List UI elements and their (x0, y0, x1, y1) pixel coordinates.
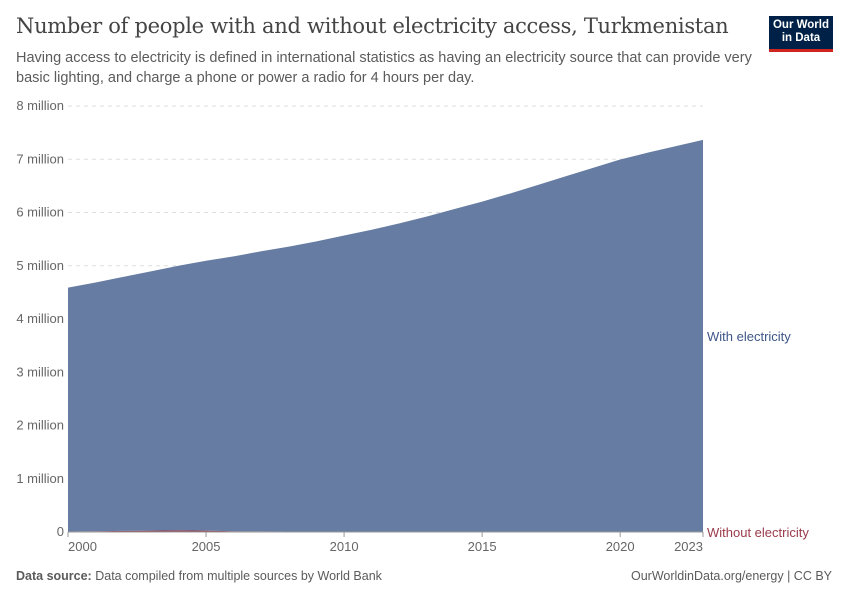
legend-label-without-electricity: Without electricity (707, 525, 809, 540)
chart-subtitle: Having access to electricity is defined … (16, 50, 752, 86)
logo-line-2: in Data (781, 32, 821, 44)
y-tick-label: 1 million (16, 471, 64, 486)
y-tick-label: 7 million (16, 151, 64, 166)
y-tick-label: 8 million (16, 98, 64, 113)
y-tick-label: 2 million (16, 418, 64, 433)
x-tick-label: 2023 (674, 539, 703, 554)
y-tick-label: 0 (57, 524, 64, 539)
x-tick-label: 2005 (192, 539, 221, 554)
y-tick-label: 4 million (16, 311, 64, 326)
x-tick-label: 2015 (468, 539, 497, 554)
chart-title: Number of people with and without electr… (16, 14, 729, 38)
x-tick-label: 2000 (68, 539, 97, 554)
data-source: Data source: Data compiled from multiple… (16, 569, 382, 583)
credit-link[interactable]: OurWorldinData.org/energy | CC BY (630, 569, 832, 583)
area-with-electricity (68, 139, 703, 532)
logo-line-1: Our World (772, 19, 829, 31)
data-source-label: Data source: (16, 569, 92, 583)
legend-label-with-electricity: With electricity (707, 329, 791, 344)
y-tick-label: 3 million (16, 364, 64, 379)
x-tick-label: 2020 (606, 539, 635, 554)
owid-logo[interactable]: Our World in Data (769, 16, 833, 52)
y-tick-label: 5 million (16, 258, 64, 273)
x-tick-label: 2010 (330, 539, 359, 554)
data-source-text: Data compiled from multiple sources by W… (95, 569, 382, 583)
y-tick-label: 6 million (16, 205, 64, 220)
